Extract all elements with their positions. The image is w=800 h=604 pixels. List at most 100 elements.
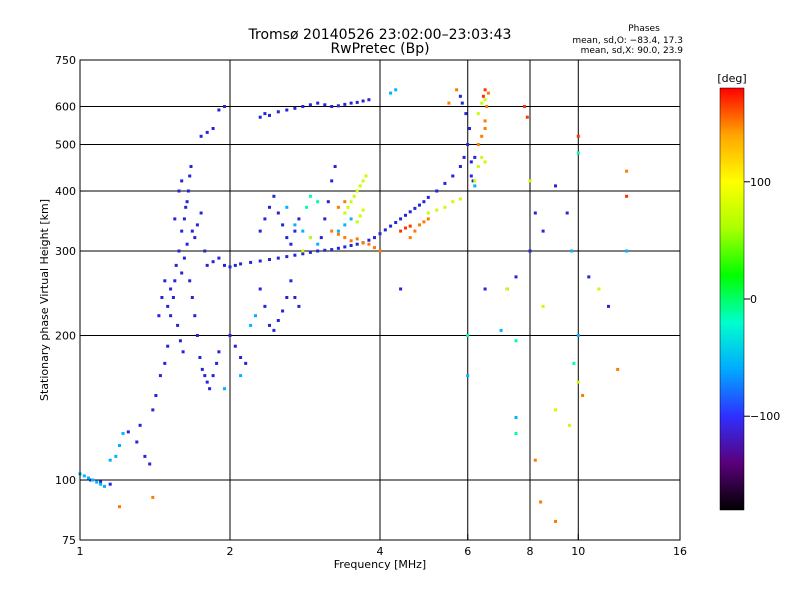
data-point: [399, 287, 403, 291]
data-point: [367, 238, 371, 242]
data-point: [285, 236, 289, 240]
data-point: [103, 484, 106, 488]
data-point: [301, 229, 305, 233]
data-point: [276, 319, 280, 322]
data-point: [297, 217, 301, 221]
data-point: [399, 217, 403, 221]
data-point: [200, 367, 204, 371]
data-point: [349, 217, 353, 221]
data-point: [135, 440, 139, 444]
data-point: [528, 179, 532, 183]
data-point: [343, 236, 347, 240]
data-point: [169, 314, 173, 318]
data-point: [466, 334, 470, 337]
data-point: [157, 314, 161, 318]
data-point: [352, 194, 356, 198]
data-point: [203, 374, 207, 378]
data-point: [480, 101, 484, 105]
data-point: [121, 432, 125, 435]
data-point: [258, 115, 262, 119]
data-point: [523, 105, 526, 108]
data-point: [361, 99, 365, 103]
data-point: [349, 101, 353, 105]
data-point: [190, 296, 194, 299]
data-point: [223, 387, 226, 391]
data-point: [373, 236, 376, 240]
data-point: [480, 134, 484, 138]
data-point: [138, 423, 142, 427]
data-point: [178, 339, 182, 343]
data-point: [199, 134, 203, 138]
data-point: [336, 232, 340, 236]
data-point: [539, 500, 543, 504]
data-point: [330, 179, 334, 183]
data-point: [355, 237, 359, 241]
data-point: [186, 189, 190, 193]
data-point: [408, 210, 412, 214]
data-point: [163, 279, 167, 283]
data-point: [301, 252, 305, 256]
data-point: [91, 478, 95, 482]
chart-title: Tromsø 20140526 23:02:00–23:03:43: [248, 27, 512, 43]
data-point: [404, 213, 407, 217]
data-point: [285, 296, 289, 299]
phases-x-line: mean, sd,X: 90.0, 23.9: [581, 46, 684, 56]
data-point: [413, 206, 417, 210]
data-point: [185, 242, 189, 246]
data-point: [394, 221, 398, 224]
data-point: [576, 380, 580, 384]
y-tick-label: 500: [55, 139, 76, 152]
colorbar-tick-label: 100: [750, 176, 771, 189]
data-point: [476, 165, 480, 168]
data-point: [180, 229, 184, 233]
data-point: [373, 246, 376, 250]
data-point: [188, 174, 192, 178]
data-point: [211, 374, 215, 378]
data-point: [158, 374, 162, 378]
data-point: [469, 174, 473, 178]
data-point: [190, 229, 194, 233]
x-tick-label: 10: [571, 545, 585, 558]
data-point: [499, 328, 503, 332]
y-tick-label: 75: [62, 534, 76, 547]
data-point: [483, 88, 487, 92]
data-point: [217, 108, 221, 112]
grid-lines: [80, 60, 680, 540]
data-point: [576, 334, 580, 337]
data-point: [466, 374, 470, 378]
data-point: [473, 184, 477, 188]
data-point: [565, 211, 569, 215]
data-point: [126, 430, 130, 434]
data-point: [223, 105, 226, 108]
data-point: [205, 130, 209, 134]
data-point: [476, 112, 480, 116]
data-point: [151, 408, 155, 412]
data-point: [330, 248, 334, 252]
data-point: [426, 217, 430, 221]
data-point: [435, 189, 439, 193]
data-point: [528, 249, 532, 253]
data-point: [581, 394, 585, 397]
data-point: [355, 242, 359, 246]
data-point: [272, 194, 276, 198]
data-point: [148, 462, 152, 466]
data-point: [323, 217, 327, 221]
data-point: [143, 454, 147, 458]
x-tick-label: 4: [377, 545, 384, 558]
data-point: [263, 217, 267, 221]
data-point: [188, 279, 192, 283]
data-point: [336, 104, 340, 108]
data-point: [166, 344, 170, 348]
data-point: [268, 323, 271, 327]
data-point: [361, 241, 365, 245]
data-point: [616, 367, 620, 371]
data-point: [276, 211, 280, 215]
data-point: [268, 113, 271, 117]
data-point: [451, 174, 455, 178]
data-point: [378, 232, 382, 236]
data-point: [308, 250, 312, 254]
data-point: [95, 480, 99, 484]
data-point: [173, 279, 177, 283]
data-point: [468, 127, 471, 130]
data-point: [319, 236, 323, 240]
